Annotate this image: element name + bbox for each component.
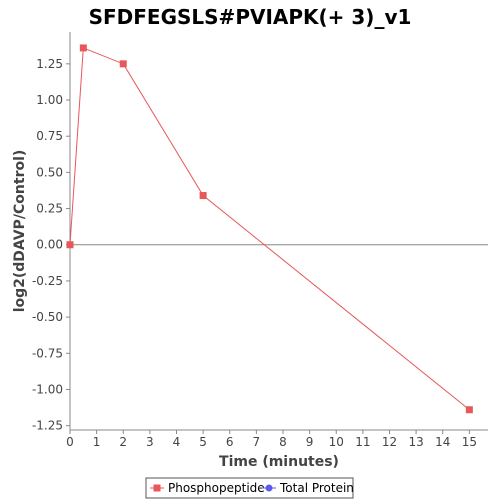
y-ticks: -1.25 -1.00 -0.75 -0.50 -0.25 0.00 0.25 0.50 0.7… xyxy=(32,57,70,433)
x-tick-label: 8 xyxy=(279,435,287,449)
x-tick-label: 9 xyxy=(306,435,314,449)
y-tick-label: 0.50 xyxy=(36,165,63,179)
y-axis-label: log2(dDAVP/Control) xyxy=(12,150,28,313)
x-tick-label: 4 xyxy=(173,435,181,449)
x-tick-label: 7 xyxy=(253,435,261,449)
x-tick-label: 3 xyxy=(146,435,154,449)
x-axis-label: Time (minutes) xyxy=(219,454,339,470)
data-point xyxy=(66,241,74,249)
x-tick-label: 12 xyxy=(382,435,397,449)
y-tick-label: 0.75 xyxy=(36,129,63,143)
data-point xyxy=(79,44,87,52)
series-layer xyxy=(66,44,473,414)
y-tick-label: -0.75 xyxy=(32,346,63,360)
x-tick-label: 5 xyxy=(199,435,207,449)
x-tick-label: 1 xyxy=(93,435,101,449)
data-point xyxy=(465,406,473,414)
legend-box xyxy=(145,477,354,499)
x-tick-label: 2 xyxy=(119,435,127,449)
y-tick-label: -1.00 xyxy=(32,382,63,396)
y-tick-label: 0.00 xyxy=(36,238,63,252)
y-tick-label: -0.50 xyxy=(32,310,63,324)
x-tick-label: 11 xyxy=(355,435,370,449)
x-tick-label: 10 xyxy=(329,435,344,449)
x-tick-label: 15 xyxy=(462,435,477,449)
y-tick-label: -1.25 xyxy=(32,419,63,433)
x-tick-label: 0 xyxy=(66,435,74,449)
legend-phosphopeptide-label: Phosphopeptide xyxy=(168,481,265,495)
y-tick-label: 1.00 xyxy=(36,93,63,107)
plot-area xyxy=(69,32,488,431)
legend-total-protein-marker xyxy=(265,484,273,492)
y-tick-label: 1.25 xyxy=(36,57,63,71)
legend: Phosphopeptide Total Protein xyxy=(145,477,354,499)
legend-total-protein-label: Total Protein xyxy=(279,481,354,495)
y-tick-label: 0.25 xyxy=(36,202,63,216)
legend-phosphopeptide-marker xyxy=(153,484,161,492)
chart-title: SFDFEGSLS#PVIAPK(+ 3)_v1 xyxy=(89,5,412,29)
y-tick-label: -0.25 xyxy=(32,274,63,288)
data-point xyxy=(199,192,207,200)
x-tick-label: 6 xyxy=(226,435,234,449)
series-line-phosphopeptide xyxy=(69,47,470,411)
x-tick-label: 14 xyxy=(435,435,450,449)
data-point xyxy=(119,60,127,68)
x-ticks: 0 1 2 3 4 5 6 7 8 9 10 11 12 13 14 15 xyxy=(66,430,477,449)
x-tick-label: 13 xyxy=(408,435,423,449)
